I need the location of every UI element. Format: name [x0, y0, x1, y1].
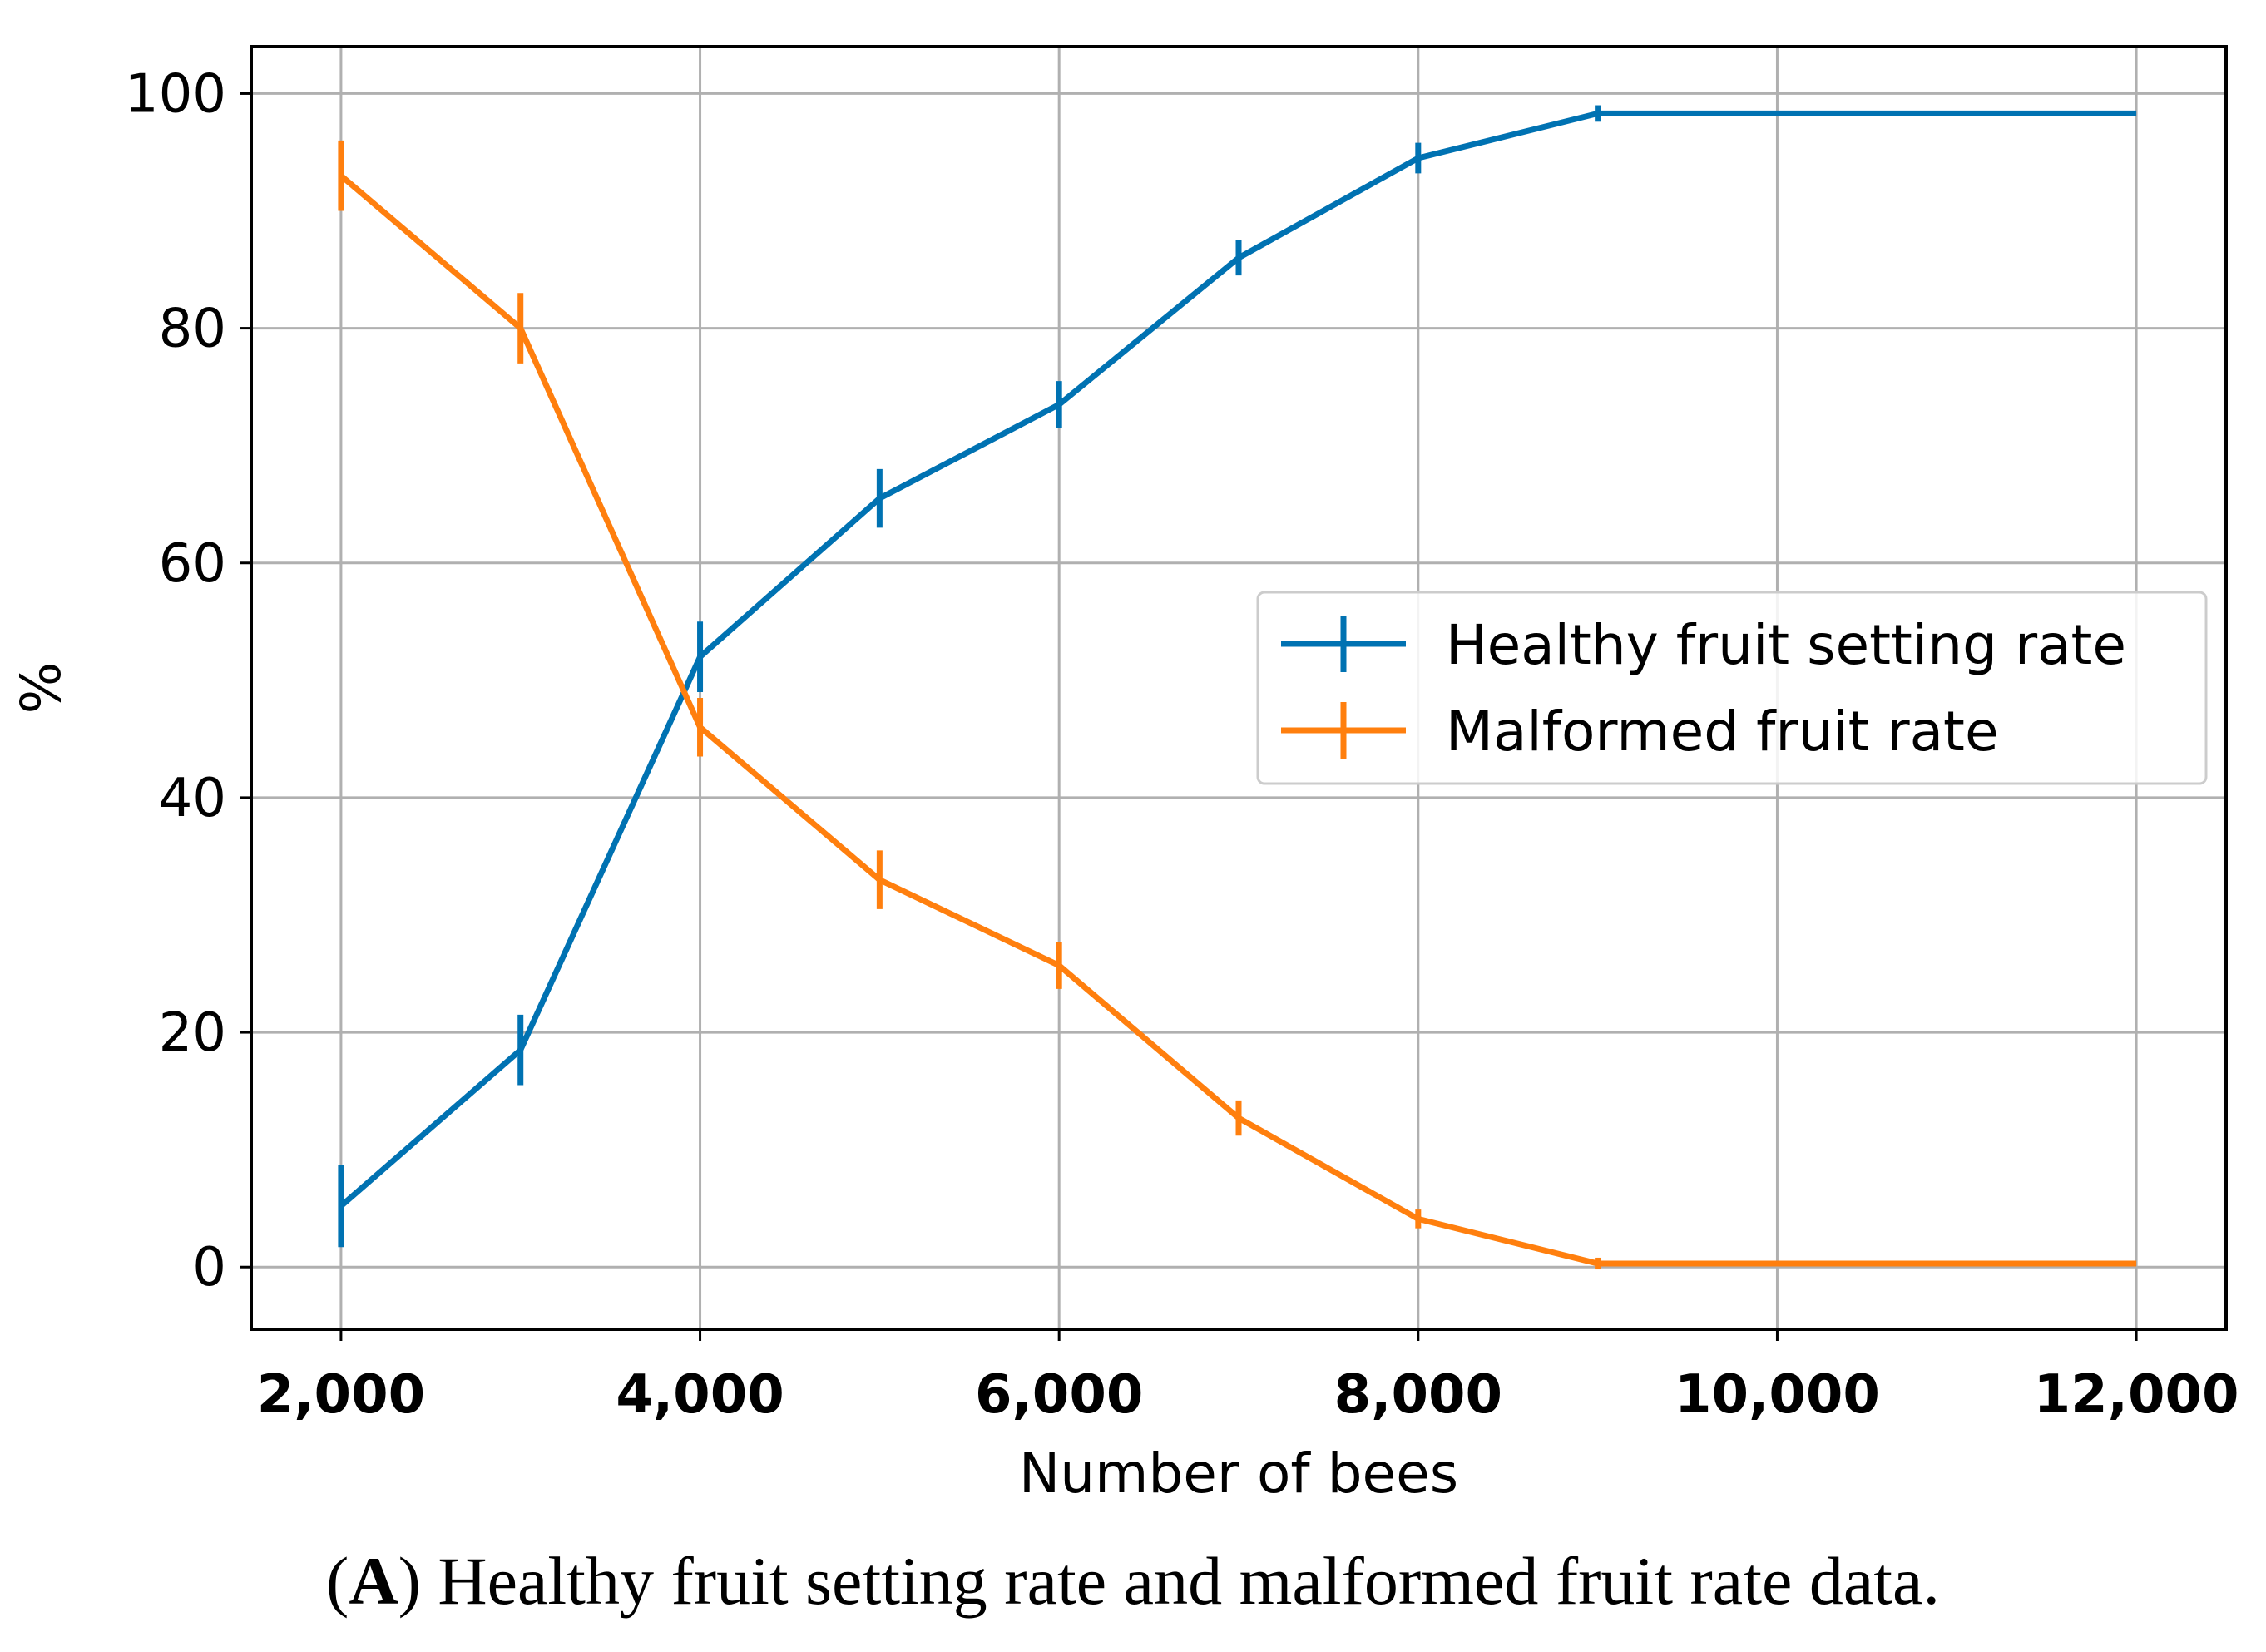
- legend-box: [1256, 591, 2208, 785]
- x-tick-label: 2,000: [257, 1364, 425, 1426]
- plot-frame: [250, 45, 2228, 1331]
- plot-series: [338, 105, 2137, 1270]
- figure-caption: (A) Healthy fruit setting rate and malfo…: [326, 1543, 1940, 1619]
- y-tick-label: 40: [159, 768, 226, 829]
- y-tick-label: 80: [159, 299, 226, 360]
- y-tick-label: 0: [192, 1237, 226, 1298]
- caption-panel-letter: A: [349, 1543, 398, 1619]
- x-tick-label: 12,000: [2034, 1364, 2239, 1426]
- x-tick-label: 10,000: [1675, 1364, 1880, 1426]
- caption-text: Healthy fruit setting rate and malformed…: [438, 1543, 1940, 1619]
- x-tick-label: 4,000: [616, 1364, 784, 1426]
- legend-label-healthy: Healthy fruit setting rate: [1446, 613, 2126, 677]
- x-tick-label: 6,000: [975, 1364, 1143, 1426]
- axis-ticks: 2,000 4,000 6,000 8,000 10,000 12,000 0 20 40 60 8…: [125, 63, 2239, 1426]
- y-tick-label: 60: [159, 533, 226, 595]
- series-healthy: [338, 105, 2137, 1248]
- x-axis-label: Number of bees: [1019, 1442, 1458, 1506]
- y-tick-label: 20: [159, 1002, 226, 1064]
- legend: Healthy fruit setting rate Malformed frui…: [1256, 591, 2208, 785]
- y-axis-label: %: [9, 662, 73, 715]
- series-malformed: [338, 140, 2137, 1270]
- legend-label-malformed: Malformed fruit rate: [1446, 700, 1999, 764]
- x-tick-label: 8,000: [1334, 1364, 1502, 1426]
- y-tick-label: 100: [125, 63, 226, 125]
